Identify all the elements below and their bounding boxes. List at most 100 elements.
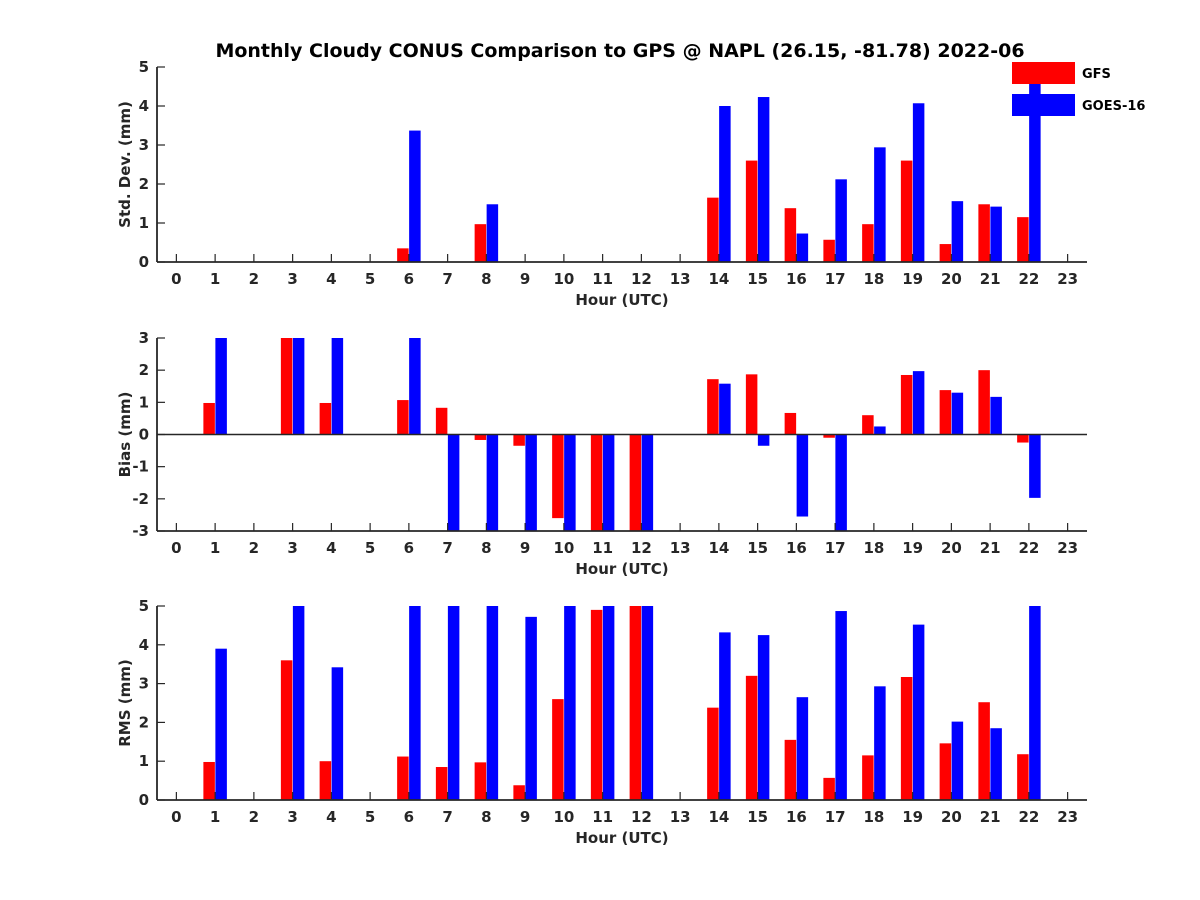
- ytick-label-rms-0: 0: [139, 791, 149, 809]
- bar-std-gfs-h17: [823, 239, 835, 262]
- ytick-label-std-1: 1: [139, 214, 149, 232]
- xtick-label-rms-14: 14: [708, 808, 729, 826]
- xtick-label-rms-0: 0: [171, 808, 181, 826]
- bar-std-goes16-h18: [874, 147, 886, 262]
- xtick-label-rms-19: 19: [902, 808, 923, 826]
- xtick-label-rms-11: 11: [592, 808, 613, 826]
- bar-bias-goes16-h10: [564, 434, 576, 531]
- xtick-label-std-1: 1: [210, 270, 220, 288]
- bar-rms-goes16-h12: [641, 606, 654, 800]
- bar-rms-goes16-h21: [990, 728, 1002, 800]
- bar-bias-gfs-h15: [745, 374, 758, 435]
- bar-std-gfs-h6: [397, 248, 409, 262]
- xtick-label-rms-18: 18: [863, 808, 884, 826]
- xtick-label-std-15: 15: [747, 270, 768, 288]
- bar-rms-gfs-h11: [590, 609, 603, 800]
- xtick-label-bias-17: 17: [825, 539, 846, 557]
- ytick-label-std-2: 2: [139, 175, 149, 193]
- xtick-label-std-3: 3: [287, 270, 297, 288]
- ytick-label-rms-5: 5: [139, 597, 149, 615]
- bar-bias-gfs-h18: [862, 415, 874, 435]
- bar-bias-gfs-h21: [978, 370, 990, 435]
- bar-rms-goes16-h16: [796, 697, 809, 800]
- bar-rms-gfs-h3: [280, 660, 293, 800]
- bar-rms-goes16-h1: [215, 648, 227, 800]
- bar-bias-gfs-h4: [319, 402, 332, 435]
- xtick-label-std-19: 19: [902, 270, 923, 288]
- bar-bias-goes16-h4: [331, 338, 344, 435]
- bar-bias-goes16-h1: [215, 338, 227, 435]
- xtick-label-bias-2: 2: [249, 539, 259, 557]
- xtick-label-rms-22: 22: [1018, 808, 1039, 826]
- xtick-label-rms-13: 13: [670, 808, 691, 826]
- bar-rms-goes16-h10: [564, 606, 576, 800]
- bar-std-goes16-h6: [409, 130, 421, 262]
- bar-std-gfs-h22: [1017, 217, 1029, 262]
- bar-std-goes16-h17: [835, 179, 847, 262]
- bar-bias-goes16-h3: [292, 338, 305, 435]
- xlabel-bias: Hour (UTC): [575, 560, 668, 578]
- bar-bias-gfs-h3: [280, 338, 293, 435]
- ytick-label-std-4: 4: [139, 97, 149, 115]
- bar-rms-goes16-h18: [874, 686, 886, 800]
- bar-bias-goes16-h9: [525, 434, 537, 531]
- xtick-label-bias-7: 7: [442, 539, 452, 557]
- bar-bias-goes16-h7: [447, 434, 460, 531]
- legend-label-goes16: GOES-16: [1082, 99, 1145, 114]
- ytick-label-rms-1: 1: [139, 752, 149, 770]
- bar-bias-goes16-h14: [719, 383, 731, 435]
- xtick-label-rms-23: 23: [1057, 808, 1078, 826]
- bar-rms-goes16-h15: [757, 635, 770, 800]
- xtick-label-std-21: 21: [980, 270, 1001, 288]
- ytick-label-bias-0: 0: [139, 426, 149, 444]
- xtick-label-bias-20: 20: [941, 539, 962, 557]
- bar-bias-goes16-h20: [951, 392, 964, 435]
- xtick-label-bias-16: 16: [786, 539, 807, 557]
- xtick-label-bias-14: 14: [708, 539, 729, 557]
- bar-std-gfs-h16: [784, 208, 797, 262]
- bar-rms-gfs-h15: [745, 675, 758, 800]
- xtick-label-std-8: 8: [481, 270, 491, 288]
- bar-std-gfs-h8: [474, 224, 487, 262]
- ytick-label-rms-2: 2: [139, 713, 149, 731]
- bar-std-goes16-h22: [1029, 72, 1041, 262]
- xtick-label-rms-17: 17: [825, 808, 846, 826]
- xtick-label-std-22: 22: [1018, 270, 1039, 288]
- bar-rms-goes16-h19: [912, 624, 925, 800]
- xtick-label-rms-10: 10: [553, 808, 574, 826]
- bar-bias-gfs-h22: [1017, 434, 1029, 443]
- bar-rms-gfs-h12: [629, 606, 642, 800]
- bar-bias-gfs-h9: [513, 434, 525, 446]
- bar-rms-goes16-h20: [951, 721, 964, 800]
- bar-rms-gfs-h16: [784, 739, 797, 800]
- xtick-label-bias-11: 11: [592, 539, 613, 557]
- xtick-label-std-18: 18: [863, 270, 884, 288]
- xtick-label-rms-8: 8: [481, 808, 491, 826]
- bar-rms-goes16-h11: [602, 606, 615, 800]
- bar-std-gfs-h14: [707, 197, 719, 262]
- xtick-label-bias-8: 8: [481, 539, 491, 557]
- ytick-label-rms-4: 4: [139, 636, 149, 654]
- chart-title: Monthly Cloudy CONUS Comparison to GPS @…: [215, 40, 1024, 62]
- ytick-label-bias--1: -1: [132, 458, 149, 476]
- xtick-label-rms-20: 20: [941, 808, 962, 826]
- bar-bias-gfs-h6: [397, 400, 409, 435]
- bar-bias-gfs-h16: [784, 412, 797, 435]
- bar-rms-goes16-h8: [486, 606, 499, 800]
- xtick-label-rms-9: 9: [520, 808, 530, 826]
- xtick-label-bias-9: 9: [520, 539, 530, 557]
- xtick-label-rms-4: 4: [326, 808, 336, 826]
- ytick-label-std-5: 5: [139, 58, 149, 76]
- xtick-label-bias-1: 1: [210, 539, 220, 557]
- ytick-label-bias--3: -3: [132, 522, 149, 540]
- bar-rms-gfs-h22: [1017, 754, 1029, 800]
- xtick-label-rms-7: 7: [442, 808, 452, 826]
- xtick-label-std-16: 16: [786, 270, 807, 288]
- xtick-label-bias-18: 18: [863, 539, 884, 557]
- xtick-label-bias-4: 4: [326, 539, 336, 557]
- bar-rms-gfs-h7: [435, 767, 448, 800]
- ylabel-std: Std. Dev. (mm): [116, 101, 134, 228]
- xtick-label-rms-15: 15: [747, 808, 768, 826]
